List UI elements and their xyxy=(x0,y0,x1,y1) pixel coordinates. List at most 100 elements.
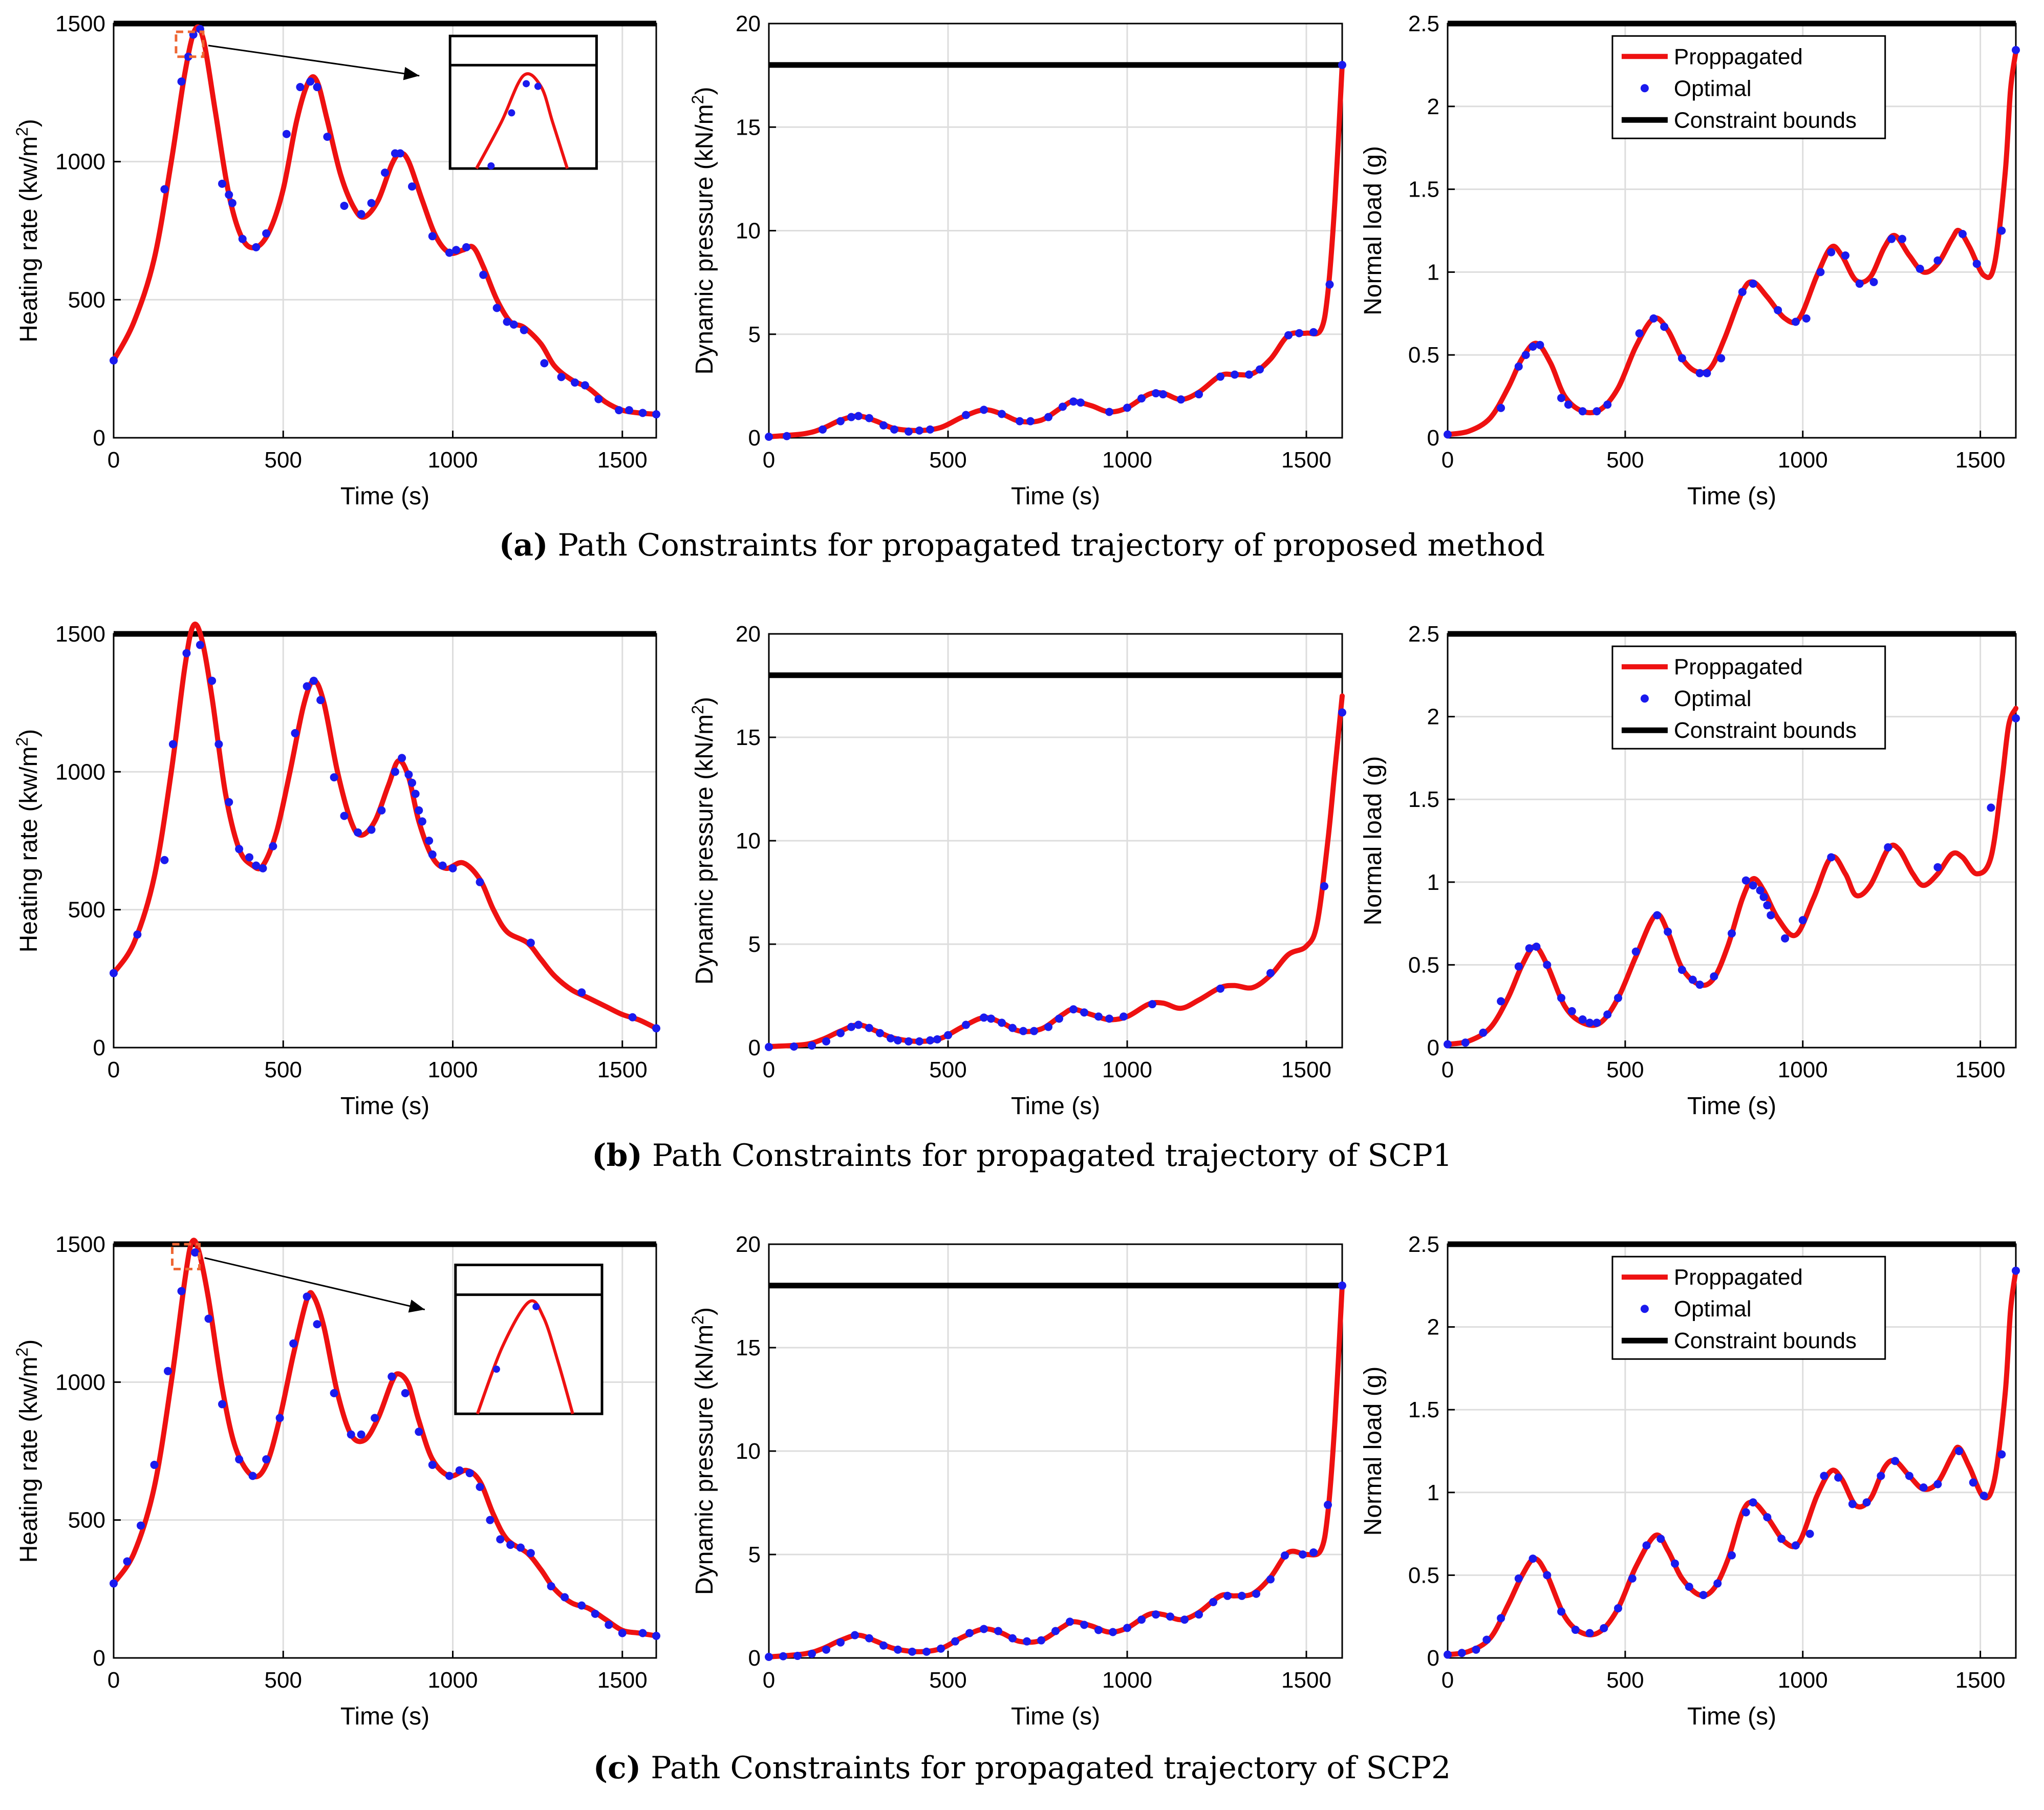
optimal-point xyxy=(401,1389,410,1397)
optimal-point xyxy=(994,1627,1002,1635)
optimal-point xyxy=(1987,803,1995,812)
optimal-point xyxy=(1536,340,1544,349)
optimal-point xyxy=(819,425,827,434)
legend-entry-label: Proppagated xyxy=(1674,44,1803,69)
optimal-point xyxy=(1299,1550,1307,1559)
optimal-point xyxy=(296,83,305,92)
y-tick-label: 500 xyxy=(68,898,105,923)
optimal-point xyxy=(1958,229,1967,238)
optimal-point xyxy=(1593,1018,1601,1027)
optimal-point xyxy=(1557,994,1565,1003)
y-tick-label: 0.5 xyxy=(1408,1563,1439,1588)
optimal-point xyxy=(1717,354,1726,363)
legend-entry-label: Constraint bounds xyxy=(1674,718,1857,743)
caption-b-letter: (b) xyxy=(592,1138,642,1174)
optimal-point xyxy=(1497,1614,1505,1623)
optimal-point xyxy=(1887,235,1896,243)
optimal-point xyxy=(1749,1498,1757,1507)
x-axis-label: Time (s) xyxy=(1687,483,1776,510)
x-tick-label: 1000 xyxy=(428,1668,478,1693)
optimal-point xyxy=(340,812,349,820)
optimal-point xyxy=(1972,260,1981,268)
y-axis-label-close: ) xyxy=(15,729,42,737)
y-axis-label-base: Dynamic pressure (kN/m xyxy=(691,1325,718,1595)
optimal-point xyxy=(182,649,191,657)
optimal-point xyxy=(1578,1015,1587,1024)
optimal-point xyxy=(1479,1028,1488,1037)
optimal-point xyxy=(1080,1008,1088,1017)
optimal-point xyxy=(836,1029,845,1037)
optimal-point xyxy=(235,845,244,854)
optimal-point xyxy=(980,406,988,414)
optimal-point xyxy=(1105,1014,1113,1023)
optimal-point xyxy=(638,1629,647,1637)
optimal-point xyxy=(847,1023,855,1031)
optimal-point xyxy=(1710,972,1718,981)
zoom-arrow-line xyxy=(204,1257,425,1311)
optimal-point xyxy=(1653,911,1662,920)
x-tick-label: 1000 xyxy=(1102,1057,1152,1082)
optimal-point xyxy=(1514,962,1523,971)
optimal-point xyxy=(1777,1535,1786,1543)
x-tick-label: 1000 xyxy=(1778,1668,1828,1693)
optimal-point xyxy=(476,878,484,886)
y-tick-label: 0 xyxy=(1427,1035,1439,1060)
optimal-point xyxy=(408,182,416,191)
optimal-point xyxy=(1671,1559,1679,1568)
optimal-point xyxy=(1827,248,1836,257)
optimal-point xyxy=(1051,1627,1060,1635)
optimal-point xyxy=(765,1652,773,1661)
y-axis-label-base: Heating rate (kw/m xyxy=(15,746,42,952)
optimal-point xyxy=(765,432,773,441)
y-tick-label: 500 xyxy=(68,1508,105,1533)
optimal-point xyxy=(1309,328,1318,336)
optimal-point xyxy=(367,199,376,207)
optimal-point xyxy=(275,1414,284,1422)
optimal-point xyxy=(1023,1637,1031,1646)
optimal-point xyxy=(1685,1583,1693,1591)
optimal-point xyxy=(428,1460,437,1469)
optimal-point xyxy=(793,1651,802,1660)
optimal-point xyxy=(1266,969,1275,977)
optimal-point xyxy=(1059,402,1067,411)
panel-a-heating: 0 500 1000 1500 0 500 1000 1500 Time (s) Heating … xyxy=(13,11,660,510)
caption-c: (c) Path Constraints for propagated traj… xyxy=(0,1750,2044,1786)
optimal-point xyxy=(1855,280,1864,288)
optimal-point xyxy=(557,373,566,381)
optimal-point xyxy=(890,425,898,434)
x-tick-label: 0 xyxy=(1441,448,1454,473)
y-tick-label: 0.5 xyxy=(1408,952,1439,977)
zoom-arrow-head xyxy=(403,67,420,80)
optimal-point xyxy=(998,410,1006,418)
legend-optimal-swatch xyxy=(1640,84,1649,93)
optimal-point xyxy=(1252,1589,1260,1598)
y-axis-label: Normal load (g) xyxy=(1360,756,1387,926)
y-tick-label: 20 xyxy=(736,11,761,36)
optimal-point xyxy=(1543,961,1552,969)
optimal-point xyxy=(1159,390,1167,399)
optimal-point xyxy=(1461,1038,1470,1047)
optimal-point xyxy=(1077,398,1085,407)
zoom-inset-optimal-point xyxy=(534,82,542,90)
x-tick-label: 0 xyxy=(1441,1668,1454,1693)
optimal-point xyxy=(1593,407,1601,416)
y-tick-label: 10 xyxy=(736,828,761,854)
optimal-point xyxy=(765,1042,773,1051)
optimal-point xyxy=(1166,1612,1174,1621)
optimal-point xyxy=(998,1018,1006,1027)
optimal-point xyxy=(937,1644,945,1653)
optimal-point xyxy=(1791,317,1800,326)
optimal-point xyxy=(1026,417,1035,425)
optimal-point xyxy=(1216,372,1224,381)
optimal-point xyxy=(1955,1447,1963,1455)
optimal-point xyxy=(865,1634,873,1643)
optimal-point xyxy=(1862,1498,1871,1507)
optimal-point xyxy=(486,1516,494,1524)
optimal-point xyxy=(1525,944,1534,953)
panel-c-heating: 0 500 1000 1500 0 500 1000 1500 Time (s) Heating … xyxy=(13,1232,660,1730)
y-tick-label: 1.5 xyxy=(1408,177,1439,202)
optimal-point xyxy=(1216,984,1224,993)
y-tick-label: 0.5 xyxy=(1408,343,1439,368)
x-tick-label: 500 xyxy=(1606,448,1644,473)
